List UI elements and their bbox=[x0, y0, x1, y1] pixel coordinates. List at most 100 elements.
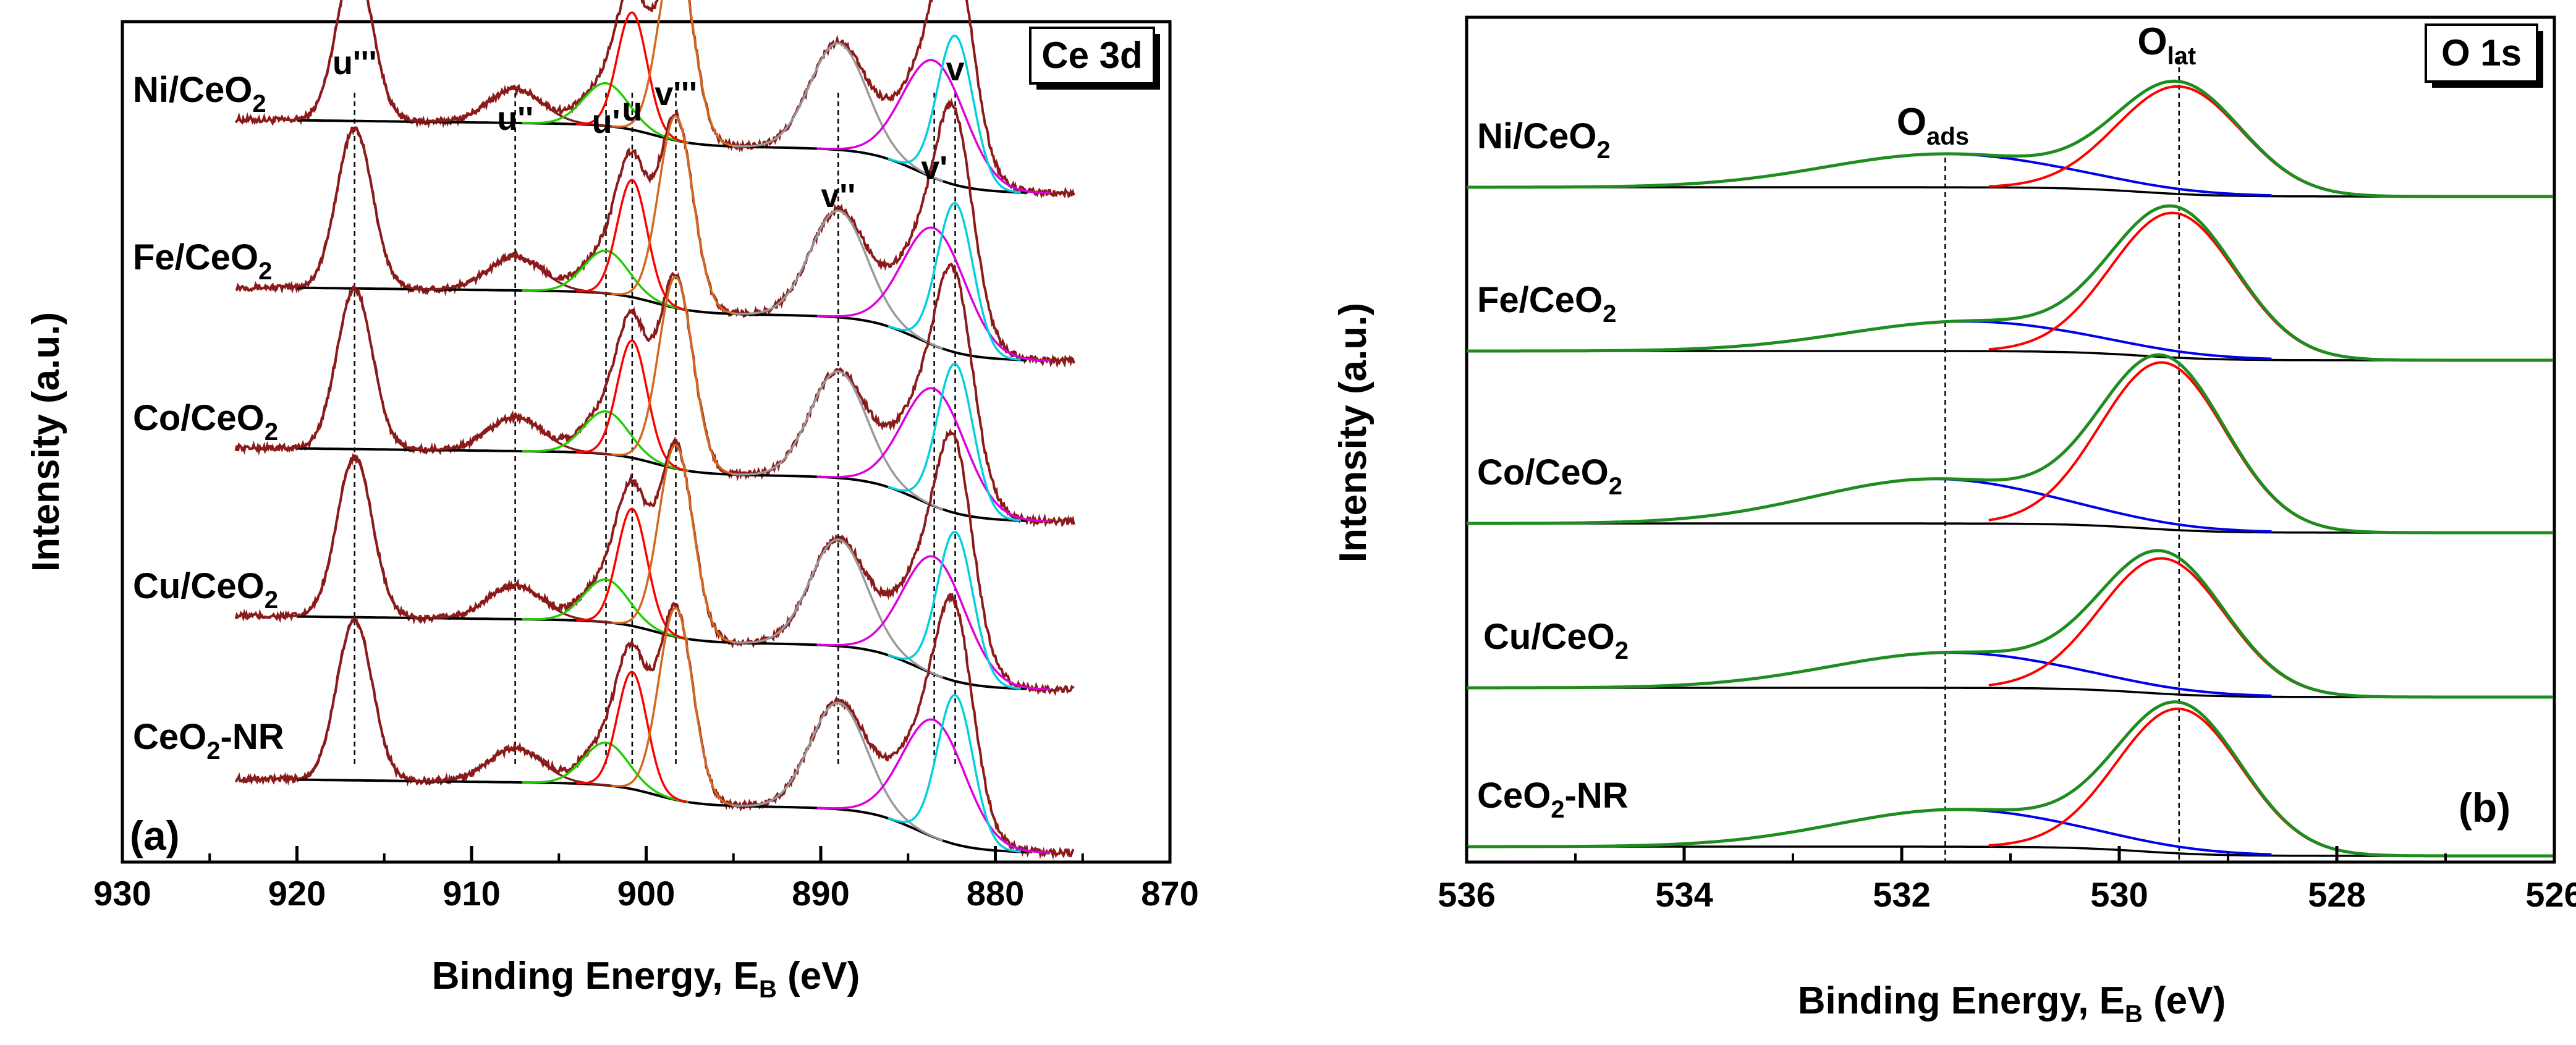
ce3d-component-peak bbox=[611, 443, 739, 644]
o1s-envelope-line bbox=[1467, 700, 2554, 858]
ce3d-component-peak bbox=[816, 718, 1051, 854]
ce3d-peak-label: v bbox=[946, 51, 965, 88]
o1s-x-tick-label: 526 bbox=[2525, 875, 2576, 914]
o1s-series-labels: Ni/CeO2 Fe/CeO2 Co/CeO2 Cu/CeO2 CeO2-NR bbox=[1477, 116, 1629, 823]
ce3d-component-peak bbox=[611, 0, 739, 148]
ce3d-component-peak bbox=[522, 249, 689, 311]
ce3d-component-peak bbox=[888, 693, 1021, 853]
o1s-series-Ni/CeO2 bbox=[1467, 79, 2554, 198]
o1s-lat-component bbox=[1988, 707, 2336, 851]
o1s-x-tick-label: 530 bbox=[2090, 875, 2148, 914]
o1s-x-tick-label: 532 bbox=[1873, 875, 1930, 914]
ce3d-component-peak bbox=[816, 387, 1051, 523]
ce3d-series-label: Co/CeO2 bbox=[133, 398, 278, 446]
ce3d-component-peak bbox=[522, 578, 689, 640]
ce3d-component-peak bbox=[888, 362, 1021, 522]
o1s-title-box bbox=[2425, 23, 2538, 83]
ce3d-component-peak bbox=[888, 530, 1021, 690]
ce3d-x-tick-label: 890 bbox=[792, 874, 849, 913]
ce3d-x-tick-label: 870 bbox=[1141, 874, 1198, 913]
ce3d-component-peak bbox=[611, 606, 739, 807]
o1s-x-tick-label: 536 bbox=[1438, 875, 1495, 914]
ce3d-panel-label: (a) bbox=[130, 813, 180, 858]
ce3d-peak-label: v'' bbox=[821, 177, 855, 214]
o1s-x-tick-label: 534 bbox=[1655, 875, 1713, 914]
o1s-x-tick-label: 528 bbox=[2308, 875, 2365, 914]
o1s-peak-annotation: Oads bbox=[1897, 101, 1969, 150]
o1s-envelope-line bbox=[1467, 204, 2554, 362]
ce3d-series-label: Ni/CeO2 bbox=[133, 70, 266, 117]
ce3d-component-peak bbox=[287, 288, 420, 451]
ce3d-component-peak bbox=[414, 416, 615, 456]
o1s-series-label: CeO2-NR bbox=[1477, 776, 1629, 823]
ce3d-component-peak bbox=[522, 82, 689, 144]
ce3d-component-peak bbox=[611, 114, 739, 315]
o1s-envelope-line bbox=[1467, 549, 2554, 699]
ce3d-component-peak bbox=[888, 34, 1021, 193]
o1s-envelope-line bbox=[1467, 79, 2554, 198]
ce3d-series-CeO2-NR bbox=[234, 592, 1075, 860]
ce3d-component-peak bbox=[611, 275, 739, 476]
ce3d-component-peak bbox=[287, 456, 420, 619]
o1s-plot-frame bbox=[1465, 15, 2556, 864]
ce3d-series-labels: Ni/CeO2 Fe/CeO2 Co/CeO2 Cu/CeO2 CeO2-NR bbox=[133, 70, 284, 764]
ce3d-peak-label: u''' bbox=[333, 44, 377, 82]
o1s-panel-label: (b) bbox=[2459, 785, 2510, 831]
ce3d-title-box bbox=[1029, 27, 1155, 85]
ce3d-x-tick-label: 880 bbox=[967, 874, 1024, 913]
ce3d-component-peak bbox=[522, 410, 689, 472]
ce3d-peak-label: v' bbox=[921, 150, 947, 187]
ce3d-x-ticks: 930 920 910 900 890 880 870 bbox=[93, 846, 1199, 913]
ce3d-component-peak bbox=[816, 59, 1051, 195]
ce3d-peak-label: v''' bbox=[655, 75, 697, 112]
o1s-lat-component bbox=[1988, 211, 2335, 357]
ce3d-component-peak bbox=[816, 555, 1051, 691]
o1s-panel: 536 534 532 530 528 526 Oads Olat Ni/CeO2 Fe/Ce… bbox=[1332, 15, 2576, 1028]
ce3d-y-label: Intensity (a.u.) bbox=[25, 312, 67, 572]
ce3d-x-tick-label: 920 bbox=[268, 874, 326, 913]
o1s-guide-lines bbox=[1944, 59, 2180, 862]
o1s-series-label: Ni/CeO2 bbox=[1477, 116, 1611, 164]
o1s-x-label: Binding Energy, EB (eV) bbox=[1798, 979, 2226, 1028]
o1s-lat-component bbox=[1988, 85, 2335, 193]
o1s-series-Co/CeO2 bbox=[1467, 353, 2554, 535]
ce3d-panel: 930 920 910 900 890 880 870 u''' u'' u' u v''' v'' v… bbox=[25, 0, 1199, 1003]
o1s-peak-annotations: Oads Olat bbox=[1897, 20, 2196, 150]
ce3d-component-peak bbox=[287, 0, 420, 123]
ce3d-component-peak bbox=[287, 619, 420, 782]
ce3d-peak-label: u' bbox=[592, 103, 621, 140]
o1s-ads-component bbox=[1510, 153, 2272, 197]
ce3d-component-peak bbox=[414, 747, 615, 787]
ce3d-component-peak bbox=[287, 127, 420, 290]
ce3d-peak-labels: u''' u'' u' u v''' v'' v' v bbox=[333, 44, 965, 214]
o1s-x-ticks: 536 534 532 530 528 526 bbox=[1438, 846, 2576, 914]
ce3d-component-peak bbox=[576, 179, 687, 311]
o1s-envelope-line bbox=[1467, 353, 2554, 535]
ce3d-x-tick-label: 930 bbox=[93, 874, 151, 913]
ce3d-series-label: CeO2-NR bbox=[133, 717, 284, 764]
ce3d-peak-label: u bbox=[622, 91, 642, 128]
o1s-series-Fe/CeO2 bbox=[1467, 204, 2554, 362]
ce3d-component-peak bbox=[816, 226, 1051, 362]
ce3d-title: Ce 3d bbox=[1041, 35, 1142, 76]
o1s-series-Cu/CeO2 bbox=[1467, 549, 2554, 699]
ce3d-x-tick-label: 910 bbox=[443, 874, 500, 913]
ce3d-x-label: Binding Energy, EB (eV) bbox=[432, 955, 860, 1003]
o1s-curves bbox=[1467, 79, 2554, 858]
ce3d-series-Ni/CeO2 bbox=[234, 0, 1075, 199]
ce3d-series-label: Cu/CeO2 bbox=[133, 566, 278, 614]
ce3d-component-peak bbox=[888, 201, 1021, 361]
o1s-peak-annotation: Olat bbox=[2137, 20, 2196, 70]
ce3d-series-label: Fe/CeO2 bbox=[133, 237, 272, 285]
o1s-title: O 1s bbox=[2441, 32, 2522, 74]
o1s-series-label: Co/CeO2 bbox=[1477, 452, 1622, 500]
ce3d-component-peak bbox=[576, 671, 687, 803]
o1s-series-CeO2-NR bbox=[1467, 700, 2554, 858]
ce3d-component-peak bbox=[414, 584, 615, 624]
ce3d-series-Cu/CeO2 bbox=[234, 428, 1075, 696]
ce3d-series-Fe/CeO2 bbox=[235, 98, 1075, 368]
ce3d-component-peak bbox=[414, 88, 615, 128]
ce3d-x-tick-label: 900 bbox=[617, 874, 675, 913]
ce3d-component-peak bbox=[522, 741, 689, 803]
